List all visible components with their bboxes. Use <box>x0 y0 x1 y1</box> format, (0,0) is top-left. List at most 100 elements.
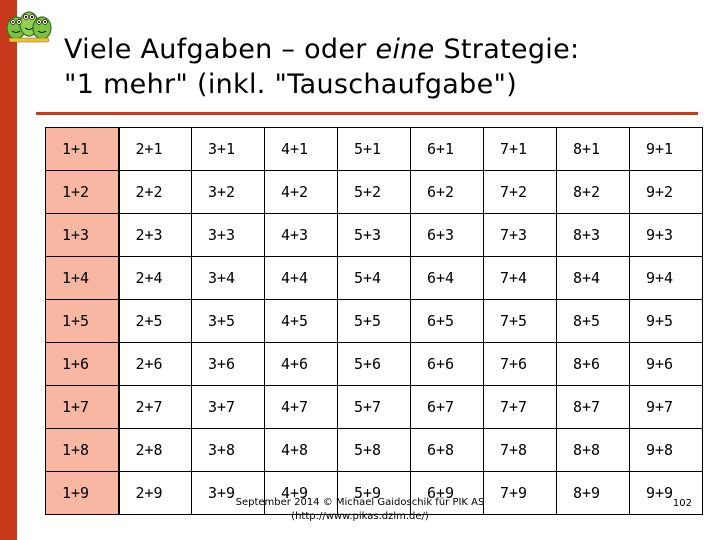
table-row: 1+9 2+9 3+9 4+9 5+9 6+9 7+9 8+9 9+9 <box>45 471 703 515</box>
table-cell: 2+3 <box>117 213 192 257</box>
table-cell: 2+9 <box>117 471 192 515</box>
table-cell: 1+8 <box>45 428 119 472</box>
table-cell: 2+2 <box>117 170 192 214</box>
table-cell: 6+4 <box>410 256 484 300</box>
table-cell: 7+3 <box>483 213 557 257</box>
table-cell: 8+5 <box>556 299 630 343</box>
table-cell: 4+2 <box>264 170 338 214</box>
table-cell: 1+1 <box>45 127 119 171</box>
table-cell: 4+7 <box>264 385 338 429</box>
table-cell: 4+8 <box>264 428 338 472</box>
table-cell: 1+3 <box>45 213 119 257</box>
table-cell: 8+3 <box>556 213 630 257</box>
footer-url: (http://www.pikas.dzlm.de/) <box>291 511 429 522</box>
table-cell: 3+6 <box>191 342 265 386</box>
table-cell: 2+7 <box>117 385 192 429</box>
title-underline <box>36 112 698 115</box>
table-cell: 6+8 <box>410 428 484 472</box>
table-cell: 4+3 <box>264 213 338 257</box>
table-cell: 2+1 <box>117 127 192 171</box>
table-cell: 5+1 <box>337 127 411 171</box>
table-cell: 3+5 <box>191 299 265 343</box>
table-cell: 7+1 <box>483 127 557 171</box>
table-cell: 7+9 <box>483 471 557 515</box>
table-cell: 9+5 <box>629 299 703 343</box>
table-cell: 9+1 <box>629 127 703 171</box>
footer: September 2014 © Michael Gaidoschik für … <box>200 496 520 524</box>
table-cell: 7+6 <box>483 342 557 386</box>
table-cell: 8+9 <box>556 471 630 515</box>
table-cell: 1+6 <box>45 342 119 386</box>
table-cell: 5+5 <box>337 299 411 343</box>
table-cell: 4+9 <box>264 471 338 515</box>
table-cell: 1+2 <box>45 170 119 214</box>
table-cell: 2+4 <box>117 256 192 300</box>
table-cell: 9+4 <box>629 256 703 300</box>
table-row: 1+3 2+3 3+3 4+3 5+3 6+3 7+3 8+3 9+3 <box>45 213 703 257</box>
table-cell: 7+4 <box>483 256 557 300</box>
table-cell: 7+7 <box>483 385 557 429</box>
table-cell: 2+6 <box>117 342 192 386</box>
table-row: 1+4 2+4 3+4 4+4 5+4 6+4 7+4 8+4 9+4 <box>45 256 703 300</box>
table-cell: 7+5 <box>483 299 557 343</box>
table-cell: 9+2 <box>629 170 703 214</box>
table-cell: 6+6 <box>410 342 484 386</box>
table-cell: 3+2 <box>191 170 265 214</box>
table-cell: 1+4 <box>45 256 119 300</box>
table-cell: 5+7 <box>337 385 411 429</box>
table-cell: 8+2 <box>556 170 630 214</box>
table-cell: 4+5 <box>264 299 338 343</box>
table-cell: 4+6 <box>264 342 338 386</box>
frog-mascots-icon <box>6 11 52 43</box>
table-cell: 2+8 <box>117 428 192 472</box>
left-accent-bar <box>0 0 17 540</box>
table-cell: 7+2 <box>483 170 557 214</box>
table-cell: 9+3 <box>629 213 703 257</box>
table-cell: 9+9 <box>629 471 703 515</box>
table-cell: 5+6 <box>337 342 411 386</box>
table-cell: 1+7 <box>45 385 119 429</box>
title-line-1: Viele Aufgaben – oder eine Strategie: <box>64 32 704 67</box>
title-emphasis: eine <box>375 34 435 65</box>
table-cell: 8+8 <box>556 428 630 472</box>
table-cell: 1+5 <box>45 299 119 343</box>
footer-copyright: September 2014 © Michael Gaidoschik für … <box>235 497 485 508</box>
title-part-1: Viele Aufgaben – oder <box>64 34 376 65</box>
table-cell: 5+2 <box>337 170 411 214</box>
table-row: 1+5 2+5 3+5 4+5 5+5 6+5 7+5 8+5 9+5 <box>45 299 703 343</box>
title-line-2: "1 mehr" (inkl. "Tauschaufgabe") <box>64 69 518 100</box>
table-cell: 6+5 <box>410 299 484 343</box>
table-cell: 4+4 <box>264 256 338 300</box>
table-cell: 5+9 <box>337 471 411 515</box>
page-number: 102 <box>672 498 692 509</box>
table-cell: 3+4 <box>191 256 265 300</box>
table-row: 1+2 2+2 3+2 4+2 5+2 6+2 7+2 8+2 9+2 <box>45 170 703 214</box>
title-part-2: Strategie: <box>434 34 580 65</box>
table-row: 1+8 2+8 3+8 4+8 5+8 6+8 7+8 8+8 9+8 <box>45 428 703 472</box>
table-row: 1+6 2+6 3+6 4+6 5+6 6+6 7+6 8+6 9+6 <box>45 342 703 386</box>
slide-title: Viele Aufgaben – oder eine Strategie: "1… <box>64 32 704 102</box>
table-cell: 5+8 <box>337 428 411 472</box>
table-cell: 7+8 <box>483 428 557 472</box>
table-cell: 6+1 <box>410 127 484 171</box>
table-row: 1+7 2+7 3+7 4+7 5+7 6+7 7+7 8+7 9+7 <box>45 385 703 429</box>
table-cell: 5+3 <box>337 213 411 257</box>
table-cell: 1+9 <box>45 471 119 515</box>
table-cell: 3+7 <box>191 385 265 429</box>
table-cell: 6+7 <box>410 385 484 429</box>
table-cell: 8+7 <box>556 385 630 429</box>
table-cell: 6+9 <box>410 471 484 515</box>
table-cell: 3+3 <box>191 213 265 257</box>
table-cell: 6+2 <box>410 170 484 214</box>
table-cell: 8+4 <box>556 256 630 300</box>
table-cell: 2+5 <box>117 299 192 343</box>
table-cell: 8+6 <box>556 342 630 386</box>
table-cell: 3+9 <box>191 471 265 515</box>
table-cell: 3+1 <box>191 127 265 171</box>
table-cell: 9+7 <box>629 385 703 429</box>
table-cell: 8+1 <box>556 127 630 171</box>
table-cell: 9+8 <box>629 428 703 472</box>
table-cell: 9+6 <box>629 342 703 386</box>
table-row: 1+1 2+1 3+1 4+1 5+1 6+1 7+1 8+1 9+1 <box>45 127 703 171</box>
table-cell: 3+8 <box>191 428 265 472</box>
